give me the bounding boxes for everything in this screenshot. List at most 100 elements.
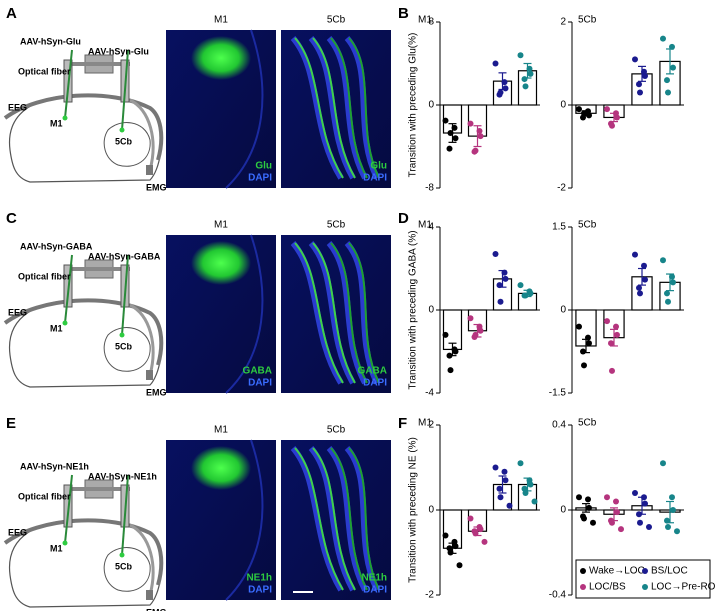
virus-label: AAV-hSyn-GABA [88, 251, 161, 261]
site-dot [62, 115, 68, 121]
data-point [664, 77, 670, 84]
needle-right [121, 474, 129, 556]
data-point [669, 273, 675, 280]
y-tick-label: 2 [428, 420, 434, 431]
cerebellum [103, 327, 151, 372]
data-point [646, 524, 652, 530]
signal [191, 241, 251, 285]
image-title: M1 [214, 425, 228, 436]
data-point [576, 494, 582, 501]
data-point [614, 331, 620, 338]
data-point [642, 500, 648, 507]
data-point [476, 127, 483, 134]
data-point [502, 85, 509, 92]
stain-label: Glu [255, 161, 272, 172]
eeg-label: EEG [8, 527, 27, 537]
site-dot [119, 552, 125, 558]
panel-letter: D [398, 210, 409, 227]
data-point [585, 496, 591, 503]
folia [290, 36, 344, 180]
data-point [632, 251, 638, 258]
legend-marker [580, 584, 586, 590]
signal-layer [294, 242, 344, 384]
cerebellum [103, 547, 151, 592]
eeg-label: EEG [8, 102, 27, 112]
data-point [442, 532, 449, 539]
site-dot [62, 540, 68, 546]
folia [290, 241, 344, 385]
y-tick-label: 0 [428, 305, 434, 316]
site-label: M1 [50, 543, 63, 553]
signal-layer [330, 242, 368, 384]
data-point [670, 279, 676, 286]
data-point [526, 65, 533, 72]
data-point [502, 275, 509, 282]
chart-title: M1 [418, 220, 432, 231]
virus-label: AAV-hSyn-Glu [88, 46, 149, 56]
y-tick-label: 0 [560, 100, 566, 111]
signal [191, 36, 251, 80]
y-tick-label: 0 [428, 505, 434, 516]
virus-label: AAV-hSyn-NE1h [20, 461, 89, 471]
data-point [641, 262, 647, 269]
data-point [497, 494, 504, 501]
y-axis-label: Transition with preceding NE (%) [408, 437, 419, 583]
data-point [447, 367, 454, 374]
data-point [642, 72, 648, 79]
data-point [636, 511, 642, 518]
data-point [496, 485, 503, 492]
y-tick-label: -2 [425, 590, 434, 601]
data-point [590, 519, 596, 526]
panel-letter: E [6, 415, 16, 432]
data-point [467, 515, 474, 522]
legend-label: LOC→Pre-ROC [651, 582, 716, 593]
site-dot [62, 320, 68, 326]
data-point [527, 481, 534, 488]
data-point [442, 117, 449, 124]
tissue-edge [225, 439, 264, 601]
emg-plug [146, 590, 153, 600]
virus-label: AAV-hSyn-GABA [20, 241, 93, 251]
data-point [576, 106, 582, 113]
y-tick-label: -0.4 [549, 590, 567, 601]
signal-layer [294, 447, 344, 591]
stain-label: Glu [370, 161, 387, 172]
data-point [501, 269, 508, 276]
data-point [637, 89, 643, 96]
folia [326, 446, 368, 592]
data-point [669, 43, 675, 50]
folia [344, 241, 380, 385]
virus-label: AAV-hSyn-Glu [20, 36, 81, 46]
data-point [660, 257, 666, 264]
site-label: M1 [50, 118, 63, 128]
data-point [641, 494, 647, 501]
folia [290, 446, 344, 592]
mouse-diagram: AAV-hSyn-Glu AAV-hSyn-Glu Optical fiber EEG… [3, 36, 167, 192]
emg-wire [129, 98, 155, 171]
data-point [586, 340, 592, 347]
emg-label: EMG [146, 387, 167, 397]
data-point [674, 528, 680, 535]
cerebellum [103, 122, 151, 167]
data-point [472, 530, 479, 537]
data-point [664, 290, 670, 297]
data-point [609, 519, 615, 526]
emg-plug [146, 165, 153, 175]
signal-layer [294, 37, 344, 179]
data-point [447, 130, 454, 137]
data-point [586, 112, 592, 119]
site-label: 5Cb [115, 561, 133, 571]
needle-left [64, 49, 73, 119]
legend-marker [642, 568, 648, 574]
site-label: 5Cb [115, 341, 133, 351]
needle-left [64, 254, 73, 324]
folia [308, 241, 356, 385]
stain-label: GABA [243, 366, 272, 377]
fiber-label: Optical fiber [18, 271, 71, 281]
signal-layer [312, 37, 356, 179]
folia [326, 36, 368, 180]
data-point [585, 334, 591, 341]
panel-letter: C [6, 210, 17, 227]
data-point [637, 519, 643, 526]
